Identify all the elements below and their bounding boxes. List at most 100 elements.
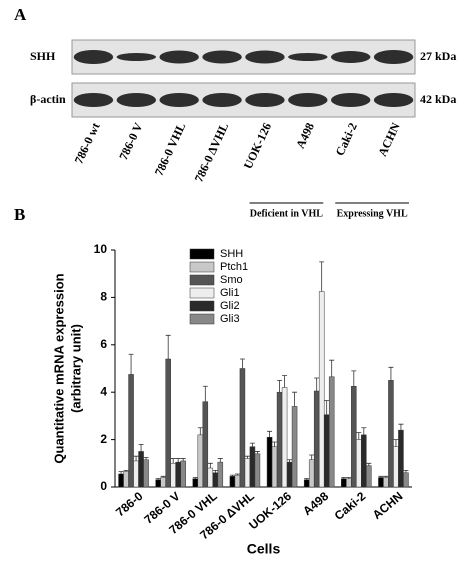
bar <box>291 406 298 488</box>
bar <box>393 446 399 488</box>
y-axis-title: Quantitative mRNA expression <box>51 273 66 463</box>
x-tick-label: 786-0 <box>113 489 146 520</box>
error-bar <box>282 375 288 388</box>
bar <box>351 386 357 488</box>
error-bar <box>361 427 367 435</box>
bar <box>398 429 404 488</box>
error-bar <box>133 455 139 461</box>
group-label: Deficient in VHL <box>250 208 323 219</box>
error-bar <box>249 442 255 447</box>
error-bar <box>212 470 218 473</box>
error-bar <box>324 400 330 415</box>
bar <box>303 479 310 488</box>
bar <box>180 460 186 488</box>
error-bar <box>217 458 223 463</box>
error-bar <box>351 370 357 387</box>
bar <box>403 472 409 488</box>
legend-label: Ptch1 <box>220 261 248 273</box>
bar <box>318 291 325 488</box>
row-label: β-actin <box>30 92 66 106</box>
legend-swatch <box>189 313 215 325</box>
bar <box>128 374 134 488</box>
bar <box>341 478 347 488</box>
band <box>373 93 414 107</box>
bar <box>123 471 129 488</box>
bar <box>133 460 139 488</box>
bar <box>328 376 335 488</box>
bar <box>229 476 236 488</box>
y-tick-label: 4 <box>100 384 107 398</box>
error-bar <box>118 471 124 474</box>
lane-label: A498 <box>293 121 317 151</box>
row-label: SHH <box>30 49 56 63</box>
error-bar <box>287 459 293 463</box>
panel-label: A <box>14 5 27 24</box>
bar <box>212 472 219 488</box>
legend-swatch <box>189 248 215 260</box>
legend-label: Gli2 <box>220 300 240 312</box>
group-label: Expressing VHL <box>337 208 408 219</box>
error-bar <box>165 334 171 360</box>
lane-label: ACHN <box>375 120 403 158</box>
error-bar <box>398 423 404 431</box>
error-bar <box>254 451 260 454</box>
band <box>202 93 242 107</box>
bar <box>276 391 283 488</box>
bar <box>207 467 214 488</box>
bar <box>170 463 176 488</box>
bar <box>281 387 288 488</box>
y-tick-label: 8 <box>100 290 107 304</box>
error-bar <box>202 385 208 402</box>
band <box>245 93 285 107</box>
error-bar <box>239 358 245 369</box>
error-bar <box>388 366 394 381</box>
y-tick-label: 6 <box>100 337 107 351</box>
error-bar <box>277 379 283 393</box>
lane-label: UOK-126 <box>241 121 275 172</box>
error-bar <box>175 458 181 463</box>
error-bar <box>267 430 273 438</box>
error-bar <box>403 470 409 473</box>
legend-label: SHH <box>220 248 243 260</box>
error-bar <box>356 432 362 440</box>
legend-label: Gli1 <box>220 287 240 299</box>
band <box>73 50 114 64</box>
bar <box>160 477 166 488</box>
bar <box>249 446 256 488</box>
lane-label: 786-0 wt <box>72 121 103 166</box>
bar <box>175 461 181 488</box>
bar <box>197 434 204 488</box>
y-tick-label: 2 <box>100 432 107 446</box>
y-axis-title: (arbitrary unit) <box>68 324 83 413</box>
band <box>202 50 242 64</box>
bar <box>356 439 362 488</box>
error-bar <box>304 478 310 480</box>
error-bar <box>272 441 278 447</box>
bar <box>323 414 330 488</box>
bar <box>202 401 209 488</box>
error-bar <box>123 470 129 472</box>
error-bar <box>319 261 325 292</box>
bar <box>234 474 241 488</box>
band <box>116 53 157 61</box>
bar <box>244 458 251 488</box>
bar <box>239 368 246 488</box>
bar <box>383 477 389 488</box>
error-bar <box>138 443 144 452</box>
bar <box>313 390 320 488</box>
error-bar <box>143 456 149 460</box>
band <box>245 50 285 64</box>
lane-label: Caki-2 <box>333 121 360 158</box>
bar <box>271 446 278 488</box>
error-bar <box>197 427 203 435</box>
bar <box>138 451 144 488</box>
band <box>159 93 199 107</box>
error-bar <box>170 458 176 464</box>
band <box>330 93 371 107</box>
band <box>330 51 371 63</box>
legend-swatch <box>189 274 215 286</box>
error-bar <box>229 474 235 477</box>
bar <box>308 459 315 488</box>
band <box>159 50 199 64</box>
